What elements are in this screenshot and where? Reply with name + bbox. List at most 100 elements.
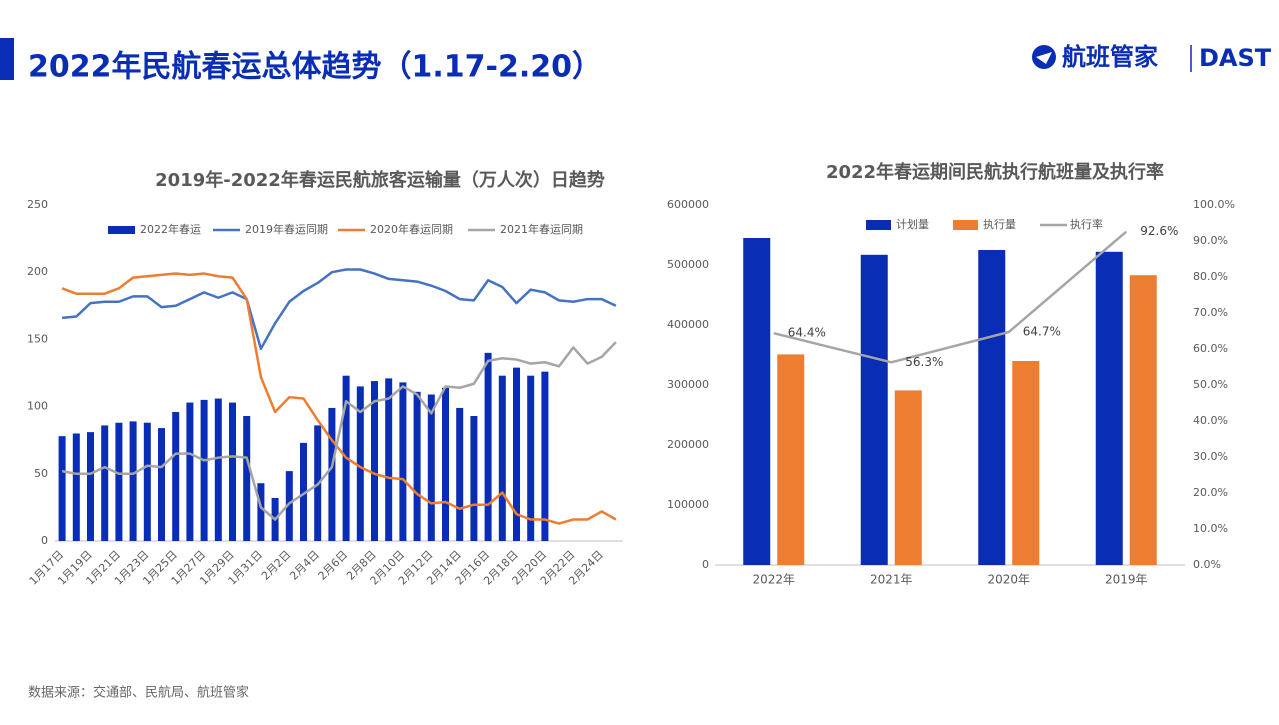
data-label: 56.3% (905, 355, 943, 369)
y2-tick-label: 90.0% (1193, 234, 1228, 247)
y-tick-label: 50 (34, 467, 48, 480)
x-tick-label: 2022年 (752, 573, 795, 587)
logo-plane (1036, 52, 1052, 64)
bar (143, 422, 151, 541)
x-tick-label: 2020年 (987, 573, 1030, 587)
bar (285, 471, 293, 541)
y2-tick-label: 40.0% (1193, 414, 1228, 427)
y-tick-label: 100000 (667, 498, 709, 511)
legend-label: 2021年春运同期 (500, 222, 583, 236)
legend-label: 2019年春运同期 (245, 222, 328, 236)
legend-label: 2020年春运同期 (370, 222, 453, 236)
y-tick-label: 300000 (667, 378, 709, 391)
bar (300, 442, 307, 541)
x-tick-label: 2月4日 (287, 548, 322, 583)
legend-label: 执行量 (983, 217, 1016, 231)
y-tick-label: 100 (27, 400, 48, 413)
legend-swatch (866, 220, 891, 230)
title-accent (0, 38, 14, 80)
y2-tick-label: 80.0% (1193, 270, 1228, 283)
legend-swatch (108, 226, 135, 234)
data-label: 64.4% (788, 326, 826, 340)
y2-tick-label: 70.0% (1193, 306, 1228, 319)
bar (513, 367, 520, 541)
y2-tick-label: 20.0% (1193, 486, 1228, 499)
bar (427, 394, 435, 541)
bar (172, 411, 180, 541)
y2-tick-label: 50.0% (1193, 378, 1228, 391)
y2-tick-label: 60.0% (1193, 342, 1228, 355)
y-tick-label: 600000 (667, 198, 709, 211)
bar (541, 371, 549, 541)
bar (470, 416, 478, 541)
chart-title: 2019年-2022年春运民航旅客运输量（万人次）日趋势 (155, 169, 605, 191)
bar (484, 352, 492, 541)
bar (442, 387, 449, 541)
chart-title: 2022年春运期间民航执行航班量及执行率 (826, 161, 1164, 183)
y-tick-label: 0 (702, 558, 709, 571)
y-tick-label: 400000 (667, 318, 709, 331)
data-label: 92.6% (1140, 224, 1178, 238)
line (61, 272, 617, 525)
line (61, 341, 617, 521)
line (773, 230, 1128, 364)
bar (1012, 361, 1040, 565)
bar (158, 428, 165, 541)
bar (527, 375, 535, 541)
page-title: 2022年民航春运总体趋势（1.17-2.20） (28, 50, 602, 85)
legend-label: 执行率 (1070, 217, 1103, 231)
bar (101, 425, 109, 541)
bar (371, 381, 378, 541)
y-tick-label: 0 (41, 534, 48, 547)
y-tick-label: 500000 (667, 258, 709, 271)
bar (356, 386, 364, 541)
bar (860, 254, 888, 566)
bar (129, 421, 137, 541)
bar (72, 433, 80, 541)
bar (214, 398, 222, 541)
source-note: 数据来源：交通部、民航局、航班管家 (28, 685, 249, 701)
x-tick-label: 2月6日 (316, 548, 351, 583)
y2-tick-label: 30.0% (1193, 450, 1228, 463)
legend-label: 2022年春运 (140, 222, 201, 236)
bar (385, 378, 393, 541)
bar (777, 354, 805, 565)
y-tick-label: 250 (27, 198, 48, 211)
bar (399, 382, 407, 541)
bar (243, 416, 251, 541)
line (61, 268, 617, 351)
bar (328, 407, 336, 541)
bar (257, 483, 265, 541)
bar (87, 432, 94, 541)
bar (1129, 275, 1157, 565)
x-tick-label: 2019年 (1105, 573, 1148, 587)
y2-tick-label: 0.0% (1193, 558, 1221, 571)
bar (58, 436, 66, 541)
y-tick-label: 200000 (667, 438, 709, 451)
data-label: 64.7% (1023, 325, 1061, 339)
x-tick-label: 2月2日 (259, 548, 294, 583)
y2-tick-label: 10.0% (1193, 522, 1228, 535)
bar (115, 422, 123, 541)
bar (413, 391, 421, 541)
bar (1095, 251, 1123, 566)
y-tick-label: 200 (27, 265, 48, 278)
bar (498, 375, 506, 541)
legend-swatch (953, 220, 978, 230)
bar (229, 402, 236, 541)
bar (456, 407, 464, 541)
bar (743, 238, 771, 565)
bar (186, 402, 194, 541)
bar (894, 390, 922, 565)
bar (200, 399, 208, 541)
logo-en: DAST (1199, 44, 1272, 72)
logo-text: 航班管家 (1062, 43, 1158, 71)
bar (978, 250, 1006, 565)
legend-label: 计划量 (896, 218, 929, 231)
logo: 航班管家 DAST (1032, 43, 1272, 72)
x-tick-label: 2021年 (870, 573, 913, 587)
y2-tick-label: 100.0% (1193, 198, 1235, 211)
y-tick-label: 150 (27, 332, 48, 345)
